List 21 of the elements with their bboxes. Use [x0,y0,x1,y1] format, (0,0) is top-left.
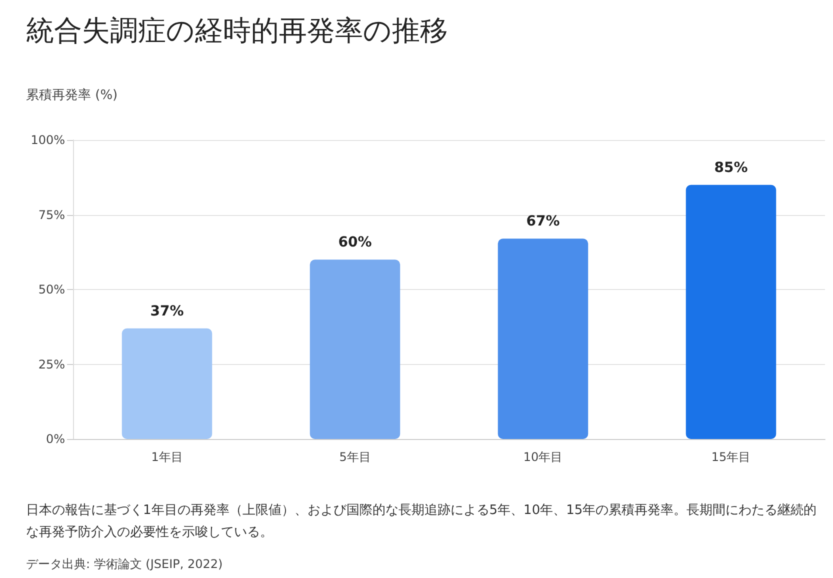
data-label: 37% [150,303,184,320]
y-tick-label: 75% [38,208,65,222]
bar [686,184,776,439]
data-label: 85% [714,160,748,176]
x-tick-label: 1年目 [151,450,183,464]
text: データ出典: 学術論文 (JSEIP, 2022) [26,556,223,573]
x-tick-label: 15年目 [711,450,751,464]
text: 日本の報告に基づく1年目の再発率（上限値）、および国際的な長期追跡による5年、10年、15年の累積再発率。長期間にわたる継続的な再発予防介入の必要性を示唆している。 [26,502,818,542]
data-label: 67% [526,214,560,230]
bar [498,238,588,439]
x-tick-label: 5年目 [339,450,371,464]
x-tick-label: 10年目 [523,450,563,464]
data-label: 60% [338,234,372,251]
y-tick-label: 100% [30,133,65,147]
bar [122,328,212,439]
bar [310,260,400,439]
y-tick-label: 0% [46,432,65,446]
y-tick-label: 50% [38,282,65,296]
y-axis-title: 累積再発率 (%) [26,87,118,104]
y-tick-label: 25% [38,357,65,372]
chart-title: 統合失調症の経時的再発率の推移 [26,13,448,49]
